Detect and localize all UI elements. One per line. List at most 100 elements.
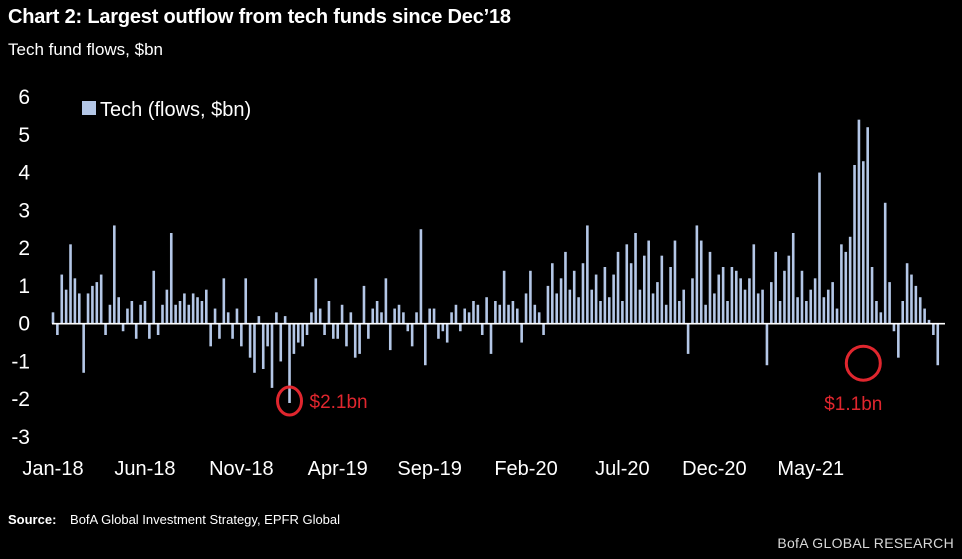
bar — [244, 278, 248, 324]
bar — [60, 274, 64, 324]
bar — [51, 312, 55, 324]
source-label: Source: — [8, 512, 57, 527]
brand-label: BofA GLOBAL RESEARCH — [777, 535, 954, 551]
bar — [432, 308, 436, 324]
bar — [607, 297, 611, 324]
bar — [918, 297, 922, 324]
bar — [533, 304, 537, 324]
bar — [253, 323, 256, 373]
bar — [629, 263, 633, 324]
bar — [428, 308, 431, 324]
bar — [323, 323, 326, 335]
bar — [441, 323, 445, 332]
y-tick-label: 0 — [18, 313, 30, 336]
bar — [634, 233, 637, 324]
bar — [551, 263, 554, 324]
bar — [862, 161, 865, 324]
y-axis-ticks: -3 -2 -1 0 1 2 3 4 5 6 — [11, 86, 30, 449]
bar — [362, 285, 366, 324]
bar — [56, 323, 59, 335]
bar — [638, 289, 642, 324]
bar — [515, 308, 519, 324]
bar — [717, 274, 721, 324]
bar — [222, 278, 226, 324]
x-axis-ticks: Jan-18 Jun-18 Nov-18 Apr-19 Sep-19 Feb-20 Jul-… — [22, 458, 844, 480]
bar — [108, 304, 112, 324]
bar — [205, 289, 208, 324]
bar — [594, 274, 598, 324]
y-tick-label: -1 — [11, 350, 30, 373]
bar — [183, 293, 186, 324]
x-tick-label: Feb-20 — [494, 458, 557, 480]
bar — [813, 278, 817, 324]
bar — [152, 270, 156, 324]
bar — [292, 323, 296, 354]
bar — [520, 323, 523, 343]
y-tick-label: 2 — [18, 237, 30, 260]
bar — [209, 323, 212, 347]
bar — [332, 323, 335, 339]
bar — [91, 285, 94, 324]
bar — [791, 233, 795, 324]
bar — [73, 278, 77, 324]
bar — [699, 240, 703, 324]
bar — [848, 236, 852, 324]
bar — [581, 263, 585, 324]
y-tick-label: 6 — [18, 86, 30, 109]
bar — [511, 301, 515, 324]
bar — [384, 278, 388, 324]
bar — [485, 297, 488, 324]
x-tick-label: Jan-18 — [22, 458, 83, 480]
bar — [410, 323, 414, 347]
bar — [380, 312, 383, 324]
bar — [275, 312, 278, 324]
bar — [682, 289, 686, 324]
bar — [104, 323, 107, 335]
y-tick-label: 3 — [18, 199, 30, 222]
bar — [800, 270, 804, 324]
bar — [796, 297, 799, 324]
bar — [730, 267, 734, 324]
bar — [489, 323, 493, 354]
bar — [494, 301, 497, 324]
bar — [651, 293, 655, 324]
bar — [603, 267, 607, 324]
bar — [932, 323, 935, 335]
y-tick-label: 5 — [18, 124, 30, 147]
bar — [524, 293, 528, 324]
bar — [187, 304, 191, 324]
x-tick-label: Jun-18 — [114, 458, 175, 480]
bar-chart: -3 -2 -1 0 1 2 3 4 5 6 Jan-18 Jun-18 Nov-18 Apr-19 Se… — [11, 86, 945, 480]
bar — [310, 312, 313, 324]
bar — [69, 244, 72, 324]
bar — [870, 267, 874, 324]
bar — [459, 323, 462, 332]
bar — [117, 297, 120, 324]
bar — [200, 301, 204, 324]
bar — [656, 282, 659, 324]
bar — [165, 289, 169, 324]
bar — [336, 323, 339, 339]
bar — [809, 289, 813, 324]
bar — [831, 282, 834, 324]
bar — [283, 316, 287, 324]
bar — [437, 323, 440, 339]
bar — [892, 323, 896, 332]
x-tick-label: Sep-19 — [397, 458, 462, 480]
bar — [625, 244, 629, 324]
bar — [743, 289, 747, 324]
bar — [787, 255, 791, 324]
bar — [174, 304, 177, 324]
bar — [897, 323, 900, 358]
bar — [502, 270, 506, 324]
bar — [169, 233, 173, 324]
bar — [340, 304, 344, 324]
bar — [480, 323, 484, 335]
x-tick-label: Jul-20 — [595, 458, 649, 480]
bar — [178, 301, 182, 324]
bar — [419, 229, 423, 324]
annotation-label: $2.1bn — [310, 392, 368, 413]
bar — [134, 323, 138, 339]
bar — [664, 304, 668, 324]
bar — [669, 267, 672, 324]
